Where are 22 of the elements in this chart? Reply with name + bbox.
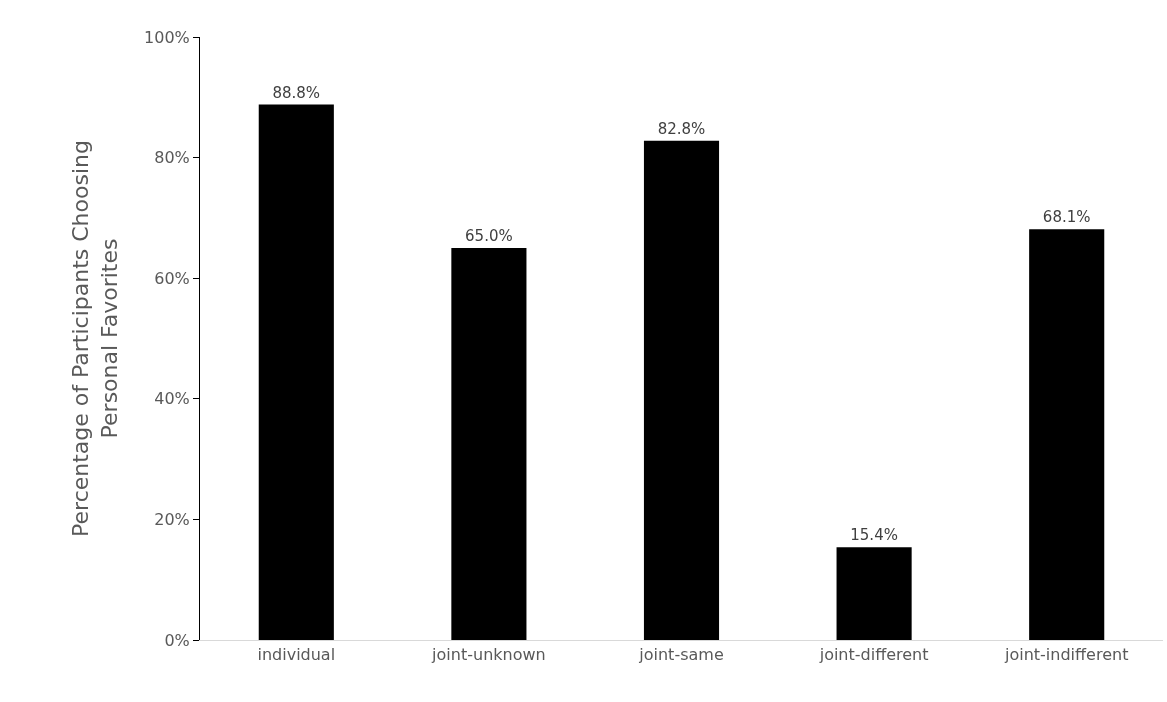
y-tick-label: 20% [154, 510, 190, 529]
y-tick-label: 0% [164, 630, 190, 650]
x-tick-label: joint-indifferent [1004, 645, 1129, 665]
y-tick-label: 80% [154, 148, 190, 168]
data-label: 68.1% [1042, 208, 1091, 227]
data-label: 15.4% [850, 526, 898, 545]
y-axis-title: Percentage of Participants Choosing Personal Favorites [68, 140, 122, 537]
y-tick-label: 100% [144, 27, 190, 47]
y-tick-label: 60% [154, 268, 190, 288]
data-label: 82.8% [657, 119, 706, 138]
bar [451, 248, 527, 640]
x-tick-label: joint-same [638, 645, 724, 665]
bar [258, 104, 334, 640]
bar [643, 140, 720, 640]
x-tick-label: joint-unknown [431, 645, 546, 665]
bar [836, 547, 912, 640]
data-label: 88.8% [272, 83, 321, 102]
y-tick-label: 40% [154, 389, 190, 409]
x-tick-label: joint-different [818, 645, 929, 665]
bar [1029, 229, 1105, 640]
data-label: 65.0% [465, 227, 513, 246]
x-tick-label: individual [257, 645, 336, 665]
